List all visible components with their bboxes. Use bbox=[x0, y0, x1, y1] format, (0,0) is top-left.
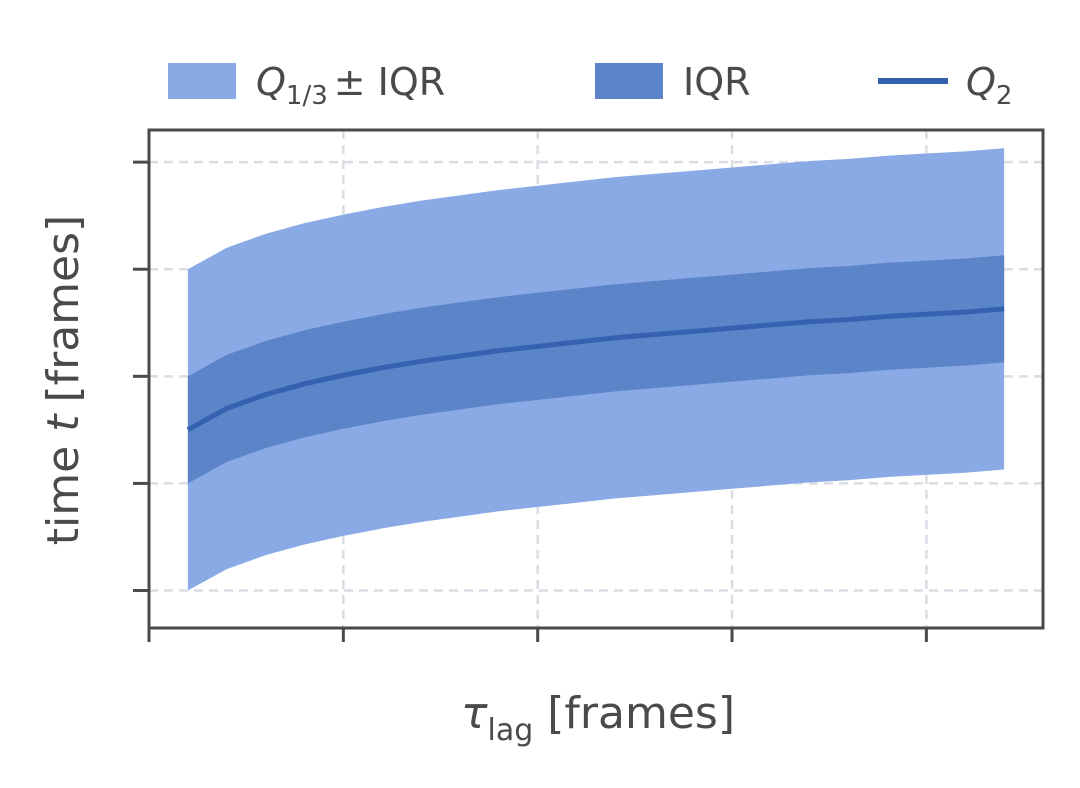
legend-swatch-inner-band bbox=[595, 63, 663, 99]
y-axis-label: time t [frames] bbox=[38, 215, 89, 545]
legend-label-outer-band-symbol: Q bbox=[256, 60, 286, 104]
legend-label-median-symbol: Q bbox=[966, 60, 996, 104]
legend-label-outer-band-subscript: 1/3 bbox=[286, 81, 328, 111]
bands bbox=[187, 148, 1005, 591]
legend-label-outer-band-suffix: ± IQR bbox=[334, 60, 445, 104]
legend-swatch-outer-band bbox=[168, 63, 236, 99]
y-axis-label-unit: [frames] bbox=[38, 215, 89, 403]
median-line-layer bbox=[186, 306, 1005, 433]
y-axis-label-symbol: t bbox=[38, 413, 89, 432]
plot-frame bbox=[147, 128, 1045, 630]
ticks bbox=[133, 160, 928, 642]
legend-label-outer-band: Q1/3 ± IQR bbox=[256, 60, 445, 111]
x-axis-label-symbol: τ bbox=[461, 688, 488, 739]
x-axis-label: τlag [frames] bbox=[461, 688, 735, 748]
legend: Q1/3 ± IQR IQR Q2 bbox=[168, 60, 1012, 111]
legend-label-median: Q2 bbox=[966, 60, 1012, 111]
legend-label-median-subscript: 2 bbox=[996, 81, 1013, 111]
x-axis-label-unit: [frames] bbox=[547, 688, 735, 739]
median-line bbox=[186, 306, 1005, 433]
x-axis-label-subscript: lag bbox=[488, 713, 534, 748]
inner-band-area bbox=[187, 255, 1005, 484]
y-axis-label-prefix: time bbox=[38, 432, 89, 545]
legend-label-inner-band: IQR bbox=[683, 60, 751, 104]
